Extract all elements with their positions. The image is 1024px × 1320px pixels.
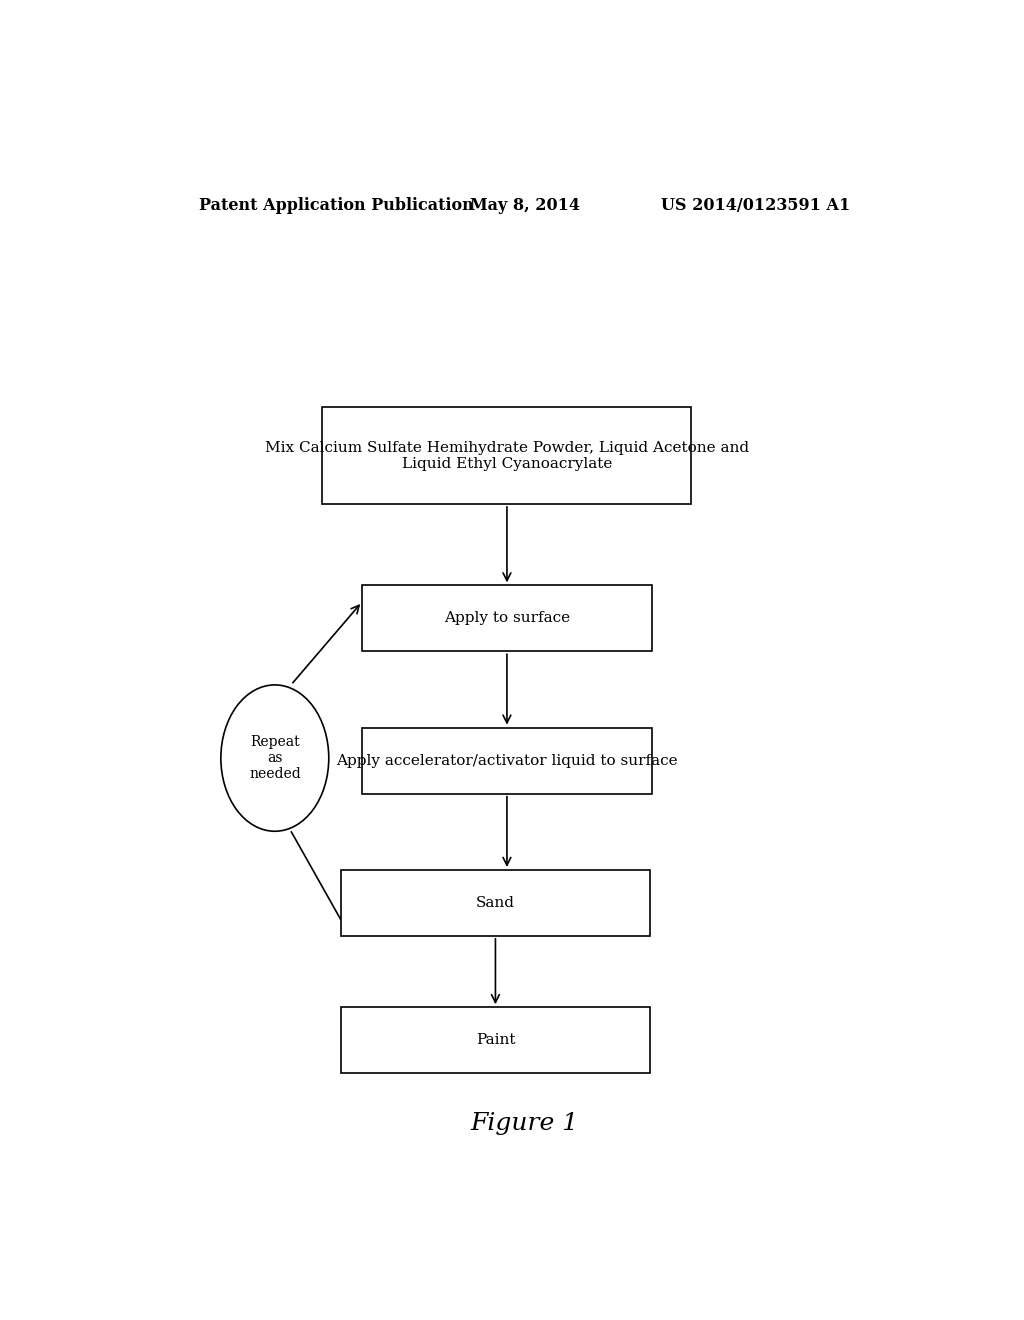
Text: Paint: Paint bbox=[476, 1034, 515, 1047]
FancyBboxPatch shape bbox=[362, 727, 651, 793]
Text: Patent Application Publication: Patent Application Publication bbox=[200, 197, 474, 214]
FancyBboxPatch shape bbox=[323, 408, 691, 504]
Text: Sand: Sand bbox=[476, 896, 515, 909]
Text: Apply accelerator/activator liquid to surface: Apply accelerator/activator liquid to su… bbox=[336, 754, 678, 768]
Text: US 2014/0123591 A1: US 2014/0123591 A1 bbox=[660, 197, 850, 214]
FancyBboxPatch shape bbox=[362, 585, 651, 651]
Text: May 8, 2014: May 8, 2014 bbox=[470, 197, 580, 214]
Ellipse shape bbox=[221, 685, 329, 832]
FancyBboxPatch shape bbox=[341, 1007, 650, 1073]
Text: Figure 1: Figure 1 bbox=[471, 1113, 579, 1135]
FancyBboxPatch shape bbox=[341, 870, 650, 936]
Text: Apply to surface: Apply to surface bbox=[443, 611, 570, 626]
Text: Repeat
as
needed: Repeat as needed bbox=[249, 735, 301, 781]
Text: Mix Calcium Sulfate Hemihydrate Powder, Liquid Acetone and
Liquid Ethyl Cyanoacr: Mix Calcium Sulfate Hemihydrate Powder, … bbox=[265, 441, 749, 471]
